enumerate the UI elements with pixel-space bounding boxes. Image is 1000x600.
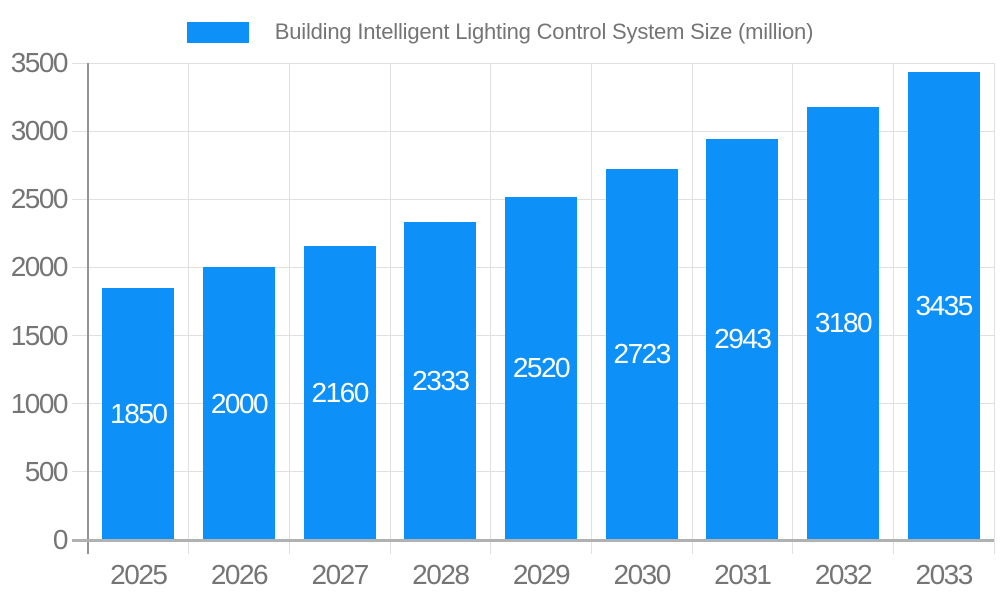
bar-value-label: 3435 [915, 289, 974, 321]
x-gridline [288, 63, 290, 554]
bar-2026[interactable] [203, 267, 275, 540]
x-axis-label: 2025 [110, 559, 168, 590]
y-axis-label: 500 [24, 455, 69, 487]
x-gridline [993, 63, 995, 554]
x-gridline [792, 63, 794, 554]
bar-value-label: 2333 [412, 365, 470, 397]
bar-2031[interactable] [706, 138, 779, 540]
x-axis-label: 2026 [210, 559, 269, 590]
bar-value-label: 1850 [110, 397, 168, 429]
x-axis-label: 2028 [412, 559, 470, 590]
legend-label: Building Intelligent Lighting Control Sy… [274, 19, 814, 44]
x-axis-label: 2029 [512, 559, 571, 590]
x-axis-label: 2027 [311, 559, 370, 590]
bar-2029[interactable] [505, 196, 577, 540]
bar-value-label: 2160 [311, 376, 370, 408]
y-gridline [72, 62, 994, 64]
bar-2027[interactable] [303, 245, 376, 540]
bar-value-label: 3180 [814, 307, 873, 339]
y-axis-label: 2500 [10, 183, 69, 215]
x-axis-label: 2032 [814, 559, 873, 590]
x-gridline [188, 63, 190, 554]
x-gridline [490, 63, 492, 554]
y-axis-label: 3500 [10, 47, 69, 78]
x-axis-line [72, 538, 994, 542]
bar-2030[interactable] [605, 168, 678, 540]
x-gridline [590, 63, 592, 554]
bar-value-label: 2520 [512, 352, 571, 384]
legend[interactable]: Building Intelligent Lighting Control Sy… [0, 17, 1000, 47]
y-axis-label: 0 [52, 524, 69, 555]
x-gridline [892, 63, 894, 554]
bar-value-label: 2723 [613, 338, 672, 370]
y-axis-label: 2000 [10, 251, 69, 283]
y-axis-line [87, 63, 89, 554]
x-axis-label: 2030 [613, 559, 672, 590]
bar-2025[interactable] [102, 287, 175, 540]
bar-2032[interactable] [807, 106, 879, 540]
y-axis-label: 3000 [10, 115, 69, 147]
bar-2033[interactable] [907, 71, 980, 540]
bar-value-label: 2943 [714, 323, 772, 355]
x-axis-label: 2033 [915, 559, 974, 590]
legend-swatch[interactable] [186, 21, 249, 43]
x-axis-label: 2031 [714, 559, 772, 590]
y-axis-label: 1000 [10, 387, 69, 419]
x-gridline [389, 63, 391, 554]
y-gridline [72, 130, 994, 132]
bar-2028[interactable] [404, 222, 477, 540]
y-axis-label: 1500 [10, 319, 69, 351]
x-gridline [691, 63, 693, 554]
bar-value-label: 2000 [210, 387, 269, 419]
